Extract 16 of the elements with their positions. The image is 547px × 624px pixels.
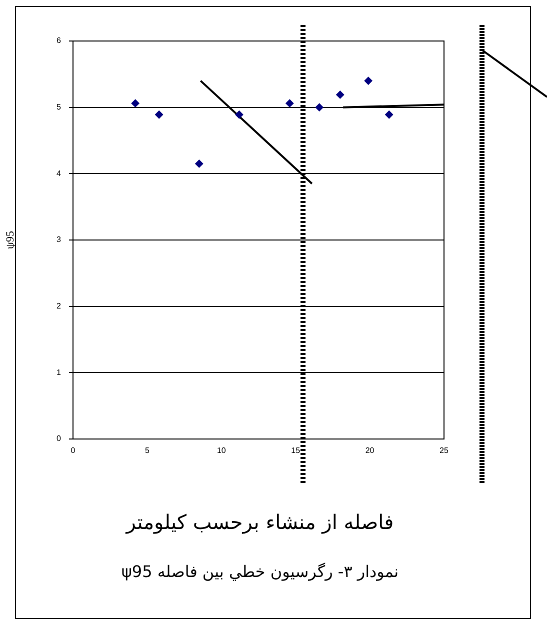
x-tick-label: 10 [216, 446, 226, 456]
y-tick-label: 6 [56, 36, 62, 46]
x-tick-label: 25 [440, 446, 449, 456]
text: نمودار ۳- رگرسيون خطي بين فاصله ψ95 [120, 562, 400, 582]
y-axis-title: ψ95 [4, 230, 16, 249]
y-tick-label: 0 [56, 434, 62, 444]
x-axis-title: فاصله از منشاء برحسب کيلومتر [124, 510, 395, 534]
y-tick-label: 1 [56, 368, 62, 377]
x-tick-label: 0 [70, 446, 76, 456]
x-tick-label: 5 [144, 446, 150, 456]
x-tick-label: 15 [291, 446, 301, 456]
y-tick-label: 3 [56, 235, 62, 244]
y-tick-label: 2 [56, 302, 62, 311]
y-tick-label: 5 [56, 102, 62, 112]
x-tick-label: 20 [365, 446, 375, 456]
y-tick-label: 4 [56, 168, 62, 178]
